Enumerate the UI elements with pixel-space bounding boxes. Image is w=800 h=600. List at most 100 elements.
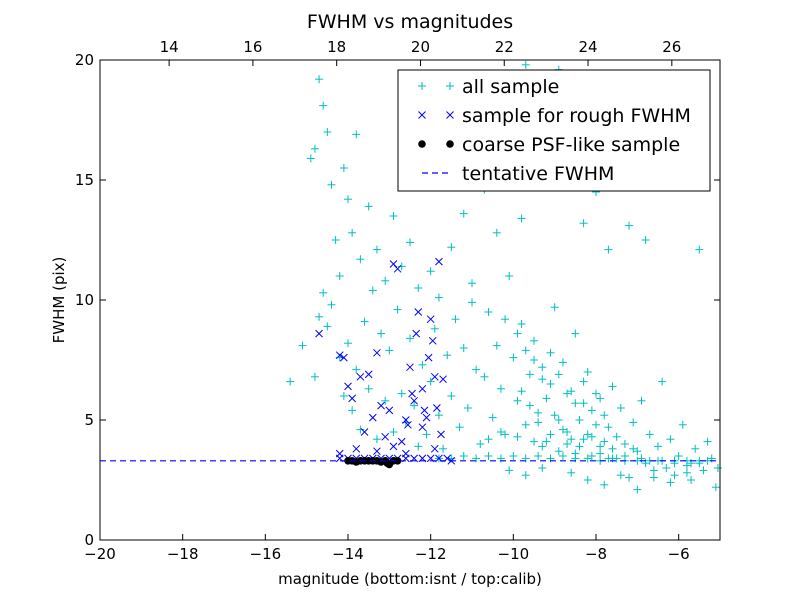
legend-label-rough-fwhm: sample for rough FWHM bbox=[462, 105, 691, 127]
all-sample-point bbox=[703, 437, 712, 446]
rough-fwhm-point bbox=[397, 437, 406, 446]
all-sample-point bbox=[600, 437, 609, 446]
all-sample-point bbox=[517, 387, 526, 396]
all-sample-point bbox=[666, 435, 675, 444]
all-sample-point bbox=[713, 464, 722, 472]
all-sample-point bbox=[513, 432, 522, 441]
all-sample-point bbox=[558, 452, 567, 460]
all-sample-point bbox=[339, 392, 348, 400]
all-sample-point bbox=[525, 401, 534, 410]
all-sample-point bbox=[546, 380, 555, 388]
all-sample-point bbox=[521, 346, 530, 355]
all-sample-point bbox=[393, 305, 402, 314]
all-sample-point bbox=[492, 228, 501, 237]
y-tick-label: 0 bbox=[84, 531, 94, 549]
all-sample-point bbox=[455, 423, 464, 432]
all-sample-point bbox=[699, 466, 708, 475]
all-sample-point bbox=[530, 437, 538, 446]
all-sample-point bbox=[538, 375, 547, 384]
all-sample-point bbox=[505, 466, 514, 475]
all-sample-point bbox=[344, 195, 352, 204]
all-sample-point bbox=[587, 452, 596, 460]
all-sample-point bbox=[554, 370, 563, 379]
all-sample-point bbox=[579, 219, 588, 228]
all-sample-point bbox=[348, 228, 357, 237]
all-sample-point bbox=[352, 365, 361, 374]
x-tick-label: −20 bbox=[84, 545, 116, 563]
all-sample-point bbox=[463, 404, 472, 412]
axis-ticks: −20 −18 −16 −14 −12 −10 −8 −6 0 5 10 15 20 14 16 18 20 22… bbox=[75, 38, 720, 563]
all-sample-point bbox=[546, 430, 555, 439]
rough-fwhm-point bbox=[420, 406, 429, 415]
all-sample-point bbox=[521, 420, 530, 429]
all-sample-point bbox=[517, 320, 526, 328]
rough-fwhm-point bbox=[385, 406, 394, 415]
all-sample-point bbox=[525, 370, 534, 379]
all-sample-point bbox=[484, 435, 493, 444]
all-sample-point bbox=[567, 387, 576, 396]
x-tick-label: −18 bbox=[167, 545, 199, 563]
y-axis-label: FWHM (pix) bbox=[50, 257, 68, 344]
all-sample-point bbox=[538, 442, 547, 451]
all-sample-point bbox=[558, 425, 567, 434]
rough-fwhm-point bbox=[412, 329, 421, 338]
legend-symbol bbox=[418, 111, 426, 119]
legend-symbol bbox=[418, 140, 426, 148]
all-sample-point bbox=[563, 440, 572, 448]
all-sample-point bbox=[505, 272, 514, 280]
all-sample-point bbox=[530, 336, 538, 345]
top-x-tick-label: 24 bbox=[578, 38, 597, 56]
all-sample-point bbox=[583, 476, 592, 484]
all-sample-point bbox=[587, 432, 596, 441]
x-tick-label: −10 bbox=[498, 545, 530, 563]
all-sample-point bbox=[567, 468, 576, 477]
all-sample-point bbox=[327, 300, 336, 309]
all-sample-point bbox=[430, 324, 439, 333]
rough-fwhm-point bbox=[408, 389, 416, 398]
all-sample-point bbox=[682, 468, 691, 477]
all-sample-point bbox=[372, 245, 381, 254]
rough-fwhm-point bbox=[402, 416, 410, 424]
all-sample-point bbox=[616, 471, 625, 480]
top-x-tick-label: 16 bbox=[243, 38, 262, 56]
all-sample-point bbox=[534, 452, 543, 460]
rough-fwhm-point bbox=[426, 315, 435, 324]
rough-fwhm-point bbox=[430, 444, 439, 453]
all-sample-point bbox=[319, 288, 328, 297]
legend-marker-dot bbox=[418, 140, 454, 148]
all-sample-point bbox=[687, 476, 696, 484]
all-sample-point bbox=[468, 279, 476, 288]
all-sample-point bbox=[563, 389, 572, 398]
all-sample-point bbox=[319, 101, 328, 110]
rough-fwhm-point bbox=[340, 353, 348, 362]
all-sample-point bbox=[691, 444, 700, 453]
all-sample-point bbox=[310, 372, 319, 381]
all-sample-point bbox=[385, 346, 394, 355]
rough-fwhm-point bbox=[414, 308, 423, 316]
rough-fwhm-point bbox=[315, 329, 323, 338]
psf-like-point bbox=[393, 457, 402, 465]
all-sample-point bbox=[356, 425, 365, 434]
all-sample-point bbox=[501, 430, 510, 439]
all-sample-point bbox=[352, 130, 361, 139]
legend-symbol bbox=[446, 82, 454, 90]
all-sample-point bbox=[538, 464, 547, 472]
all-sample-point bbox=[422, 430, 431, 439]
all-sample-point bbox=[678, 420, 687, 429]
all-sample-point bbox=[563, 428, 572, 436]
legend-label-psf-like: coarse PSF-like sample bbox=[462, 134, 680, 156]
all-sample-point bbox=[509, 353, 518, 362]
all-sample-point bbox=[662, 464, 671, 472]
all-sample-point bbox=[389, 428, 398, 436]
all-sample-point bbox=[418, 360, 427, 369]
all-sample-point bbox=[356, 255, 365, 264]
all-sample-point bbox=[286, 377, 295, 386]
all-sample-point bbox=[364, 384, 373, 393]
top-x-tick-label: 20 bbox=[411, 38, 430, 56]
all-sample-point bbox=[637, 396, 646, 405]
legend: all sample sample for rough FWHM coarse … bbox=[397, 69, 711, 192]
all-sample-point bbox=[389, 212, 398, 220]
all-sample-point bbox=[534, 408, 543, 417]
all-sample-point bbox=[410, 401, 419, 410]
